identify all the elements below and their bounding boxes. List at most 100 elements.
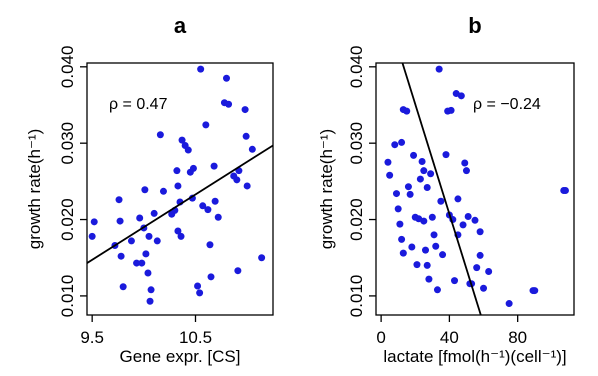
data-point [428,213,436,221]
data-point [433,286,441,294]
data-point [207,273,215,281]
y-tick-label: 0.010 [58,275,77,318]
data-point [138,259,146,267]
data-point [243,182,251,190]
data-point [451,277,459,285]
data-point [141,186,149,194]
data-point [117,252,125,260]
data-point [189,164,197,172]
y-axis-label: growth rate(h⁻¹) [25,129,44,249]
data-point [403,107,411,115]
data-point [248,145,256,153]
y-tick-label: 0.030 [347,122,366,165]
data-point [476,251,484,259]
data-point [476,228,484,236]
data-point [394,205,402,213]
data-point [473,264,481,272]
y-tick-label: 0.040 [58,46,77,89]
data-point [485,267,493,275]
data-point [430,231,438,239]
data-point [223,74,230,82]
data-point [396,220,404,228]
data-point [147,286,155,294]
x-tick-label: 40 [440,328,459,347]
x-tick-label: 80 [508,328,527,347]
data-point [233,176,241,184]
y-axis-label: growth rate(h⁻¹) [317,129,336,249]
y-tick-label: 0.020 [58,198,77,241]
data-point [423,183,431,191]
plot-frame [86,62,274,316]
data-point [442,151,450,159]
x-tick-label: 0 [376,328,385,347]
data-point [454,195,462,203]
data-point [258,254,266,262]
data-point [173,167,181,175]
data-point [531,287,539,295]
data-point [408,243,416,251]
data-point [90,218,98,226]
data-point [422,246,429,254]
data-point [146,297,154,305]
data-point [204,206,212,214]
data-point [156,131,164,139]
fit-line [87,144,273,264]
x-axis-label: Gene expr. [CS] [120,347,241,366]
x-axis-label: lactate [fmol(h⁻¹)(cell⁻¹)] [383,347,566,366]
data-point [142,250,150,258]
data-point [242,132,250,140]
data-point [196,289,204,297]
data-point [461,159,469,167]
data-point [206,241,214,249]
data-point [202,121,210,129]
panel-a: a 9.5 10.5 0.010 0.020 0.030 0.040 Gene expr. [… [25,13,274,366]
data-point [197,65,205,73]
data-point [88,232,96,240]
data-point [153,237,161,245]
data-point [447,106,455,114]
data-point [177,232,185,240]
data-point [398,138,406,146]
data-point [145,232,153,240]
data-point [464,212,472,220]
fit-line [401,63,482,315]
data-point [505,300,513,308]
data-point [150,209,158,217]
data-point [234,267,242,275]
data-point [159,187,167,195]
panel-b: b 0 40 80 0.010 0.020 0.030 0.040 lactate [fmol(… [317,13,575,366]
data-point [174,182,182,190]
data-point [418,158,426,166]
data-point [423,261,431,269]
data-point [435,65,443,73]
data-point [437,197,445,205]
data-point [404,183,412,191]
data-point [210,162,218,170]
y-tick-label: 0.030 [58,122,77,165]
data-point [144,269,152,277]
data-point [410,151,418,159]
y-tick-label: 0.020 [347,198,366,241]
data-point [420,217,428,225]
data-point [413,261,421,269]
data-point [406,190,414,198]
data-point [214,213,222,221]
data-point [439,251,447,259]
data-point [480,284,488,292]
correlation-label: ρ = −0.24 [473,96,541,113]
y-tick-label: 0.040 [347,46,366,89]
data-point [471,216,479,224]
data-point [399,249,407,257]
data-point [462,167,470,175]
panel-label: a [174,13,187,38]
data-point [116,217,124,225]
data-point [459,221,467,229]
data-point [174,227,182,235]
data-point [225,100,233,108]
data-point [241,106,249,114]
data-point [119,283,127,291]
data-point [188,194,196,202]
data-point [199,202,207,210]
x-tick-label: 9.5 [80,328,104,347]
